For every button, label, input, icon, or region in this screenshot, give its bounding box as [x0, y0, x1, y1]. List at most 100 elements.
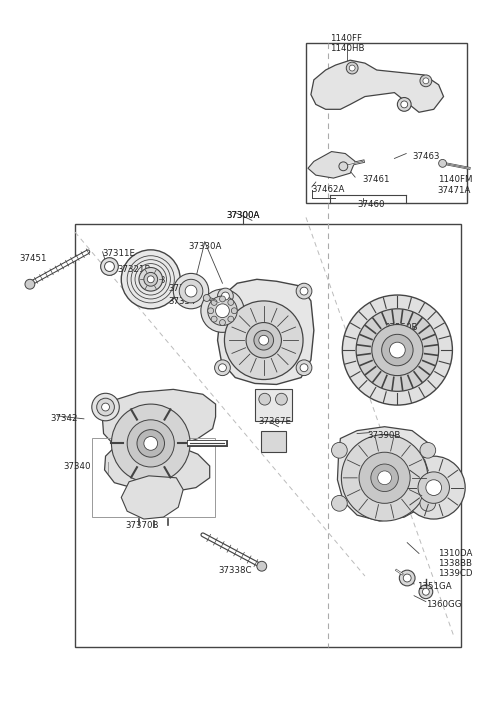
Circle shape [339, 162, 348, 171]
Circle shape [300, 287, 308, 295]
Circle shape [96, 398, 114, 416]
Circle shape [101, 258, 118, 275]
Circle shape [397, 97, 411, 112]
Bar [92, 438, 215, 517]
Circle shape [216, 304, 229, 318]
Circle shape [420, 443, 436, 458]
Circle shape [419, 585, 433, 599]
Circle shape [127, 420, 174, 467]
Text: 37462A: 37462A [312, 185, 345, 194]
Polygon shape [311, 60, 444, 112]
Circle shape [401, 101, 408, 108]
Circle shape [259, 393, 271, 405]
Polygon shape [217, 280, 314, 385]
Circle shape [259, 335, 269, 345]
Circle shape [341, 435, 428, 521]
Circle shape [276, 393, 288, 405]
Circle shape [105, 262, 114, 271]
Circle shape [399, 570, 415, 586]
Polygon shape [121, 476, 183, 519]
Circle shape [204, 294, 210, 301]
Text: 37370B: 37370B [125, 521, 159, 530]
Circle shape [378, 471, 392, 484]
Circle shape [371, 464, 398, 491]
Circle shape [208, 308, 214, 313]
Circle shape [359, 453, 410, 503]
Circle shape [111, 404, 190, 483]
Circle shape [137, 430, 165, 457]
Text: 1140FF
1140HB: 1140FF 1140HB [330, 34, 364, 53]
Circle shape [246, 323, 281, 358]
Circle shape [231, 308, 237, 313]
Polygon shape [337, 426, 434, 521]
Text: 37350B: 37350B [384, 323, 418, 332]
Circle shape [402, 456, 465, 519]
Circle shape [221, 292, 229, 300]
Circle shape [144, 436, 157, 450]
Text: 1360GG: 1360GG [426, 599, 461, 609]
Circle shape [342, 295, 452, 405]
Circle shape [228, 299, 234, 306]
Circle shape [356, 309, 439, 391]
Circle shape [173, 273, 209, 309]
Circle shape [208, 296, 237, 325]
Circle shape [144, 273, 157, 286]
Circle shape [228, 316, 234, 322]
Text: 37463: 37463 [412, 152, 440, 160]
Text: 37338C: 37338C [218, 566, 252, 575]
Text: 37342: 37342 [50, 414, 78, 423]
Circle shape [25, 280, 35, 289]
Circle shape [121, 250, 180, 309]
Text: 37332: 37332 [168, 285, 196, 293]
Circle shape [92, 393, 120, 421]
Circle shape [201, 289, 244, 333]
Circle shape [225, 301, 303, 380]
Circle shape [372, 325, 423, 376]
Bar [261, 431, 287, 453]
Circle shape [332, 496, 347, 511]
Text: 37321B: 37321B [117, 265, 151, 273]
Circle shape [420, 75, 432, 87]
Text: 37300A: 37300A [227, 210, 260, 220]
Text: 1351GA: 1351GA [417, 582, 452, 591]
Circle shape [219, 320, 226, 325]
Circle shape [420, 496, 436, 511]
Circle shape [219, 296, 226, 302]
Text: 1310DA
1338BB
1339CD: 1310DA 1338BB 1339CD [438, 549, 472, 578]
Circle shape [217, 288, 233, 304]
Circle shape [215, 360, 230, 376]
Text: 37460: 37460 [357, 200, 384, 209]
Circle shape [332, 443, 347, 458]
Text: 37367E: 37367E [259, 417, 292, 426]
Text: 1140FM
37471A: 1140FM 37471A [438, 175, 472, 195]
Bar [75, 225, 461, 647]
Circle shape [211, 299, 217, 306]
Polygon shape [103, 389, 216, 491]
Circle shape [439, 160, 446, 167]
Circle shape [185, 285, 197, 297]
Text: 37323: 37323 [138, 276, 166, 285]
Text: 37311E: 37311E [103, 249, 135, 258]
Circle shape [102, 403, 109, 411]
Circle shape [296, 360, 312, 376]
Circle shape [300, 364, 308, 371]
Text: 37340: 37340 [63, 462, 91, 471]
Bar [255, 389, 292, 421]
Circle shape [254, 330, 274, 350]
Circle shape [218, 364, 227, 371]
Circle shape [423, 78, 429, 84]
Text: 37451: 37451 [19, 253, 47, 263]
Circle shape [422, 588, 429, 595]
Bar [306, 44, 467, 203]
Circle shape [179, 280, 203, 303]
Circle shape [418, 472, 449, 503]
Circle shape [139, 268, 163, 291]
Text: 37330A: 37330A [188, 242, 221, 251]
Circle shape [296, 283, 312, 299]
Circle shape [346, 62, 358, 74]
Circle shape [349, 65, 355, 71]
Circle shape [389, 342, 405, 358]
Circle shape [147, 276, 154, 282]
Circle shape [382, 335, 413, 366]
Circle shape [403, 574, 411, 582]
